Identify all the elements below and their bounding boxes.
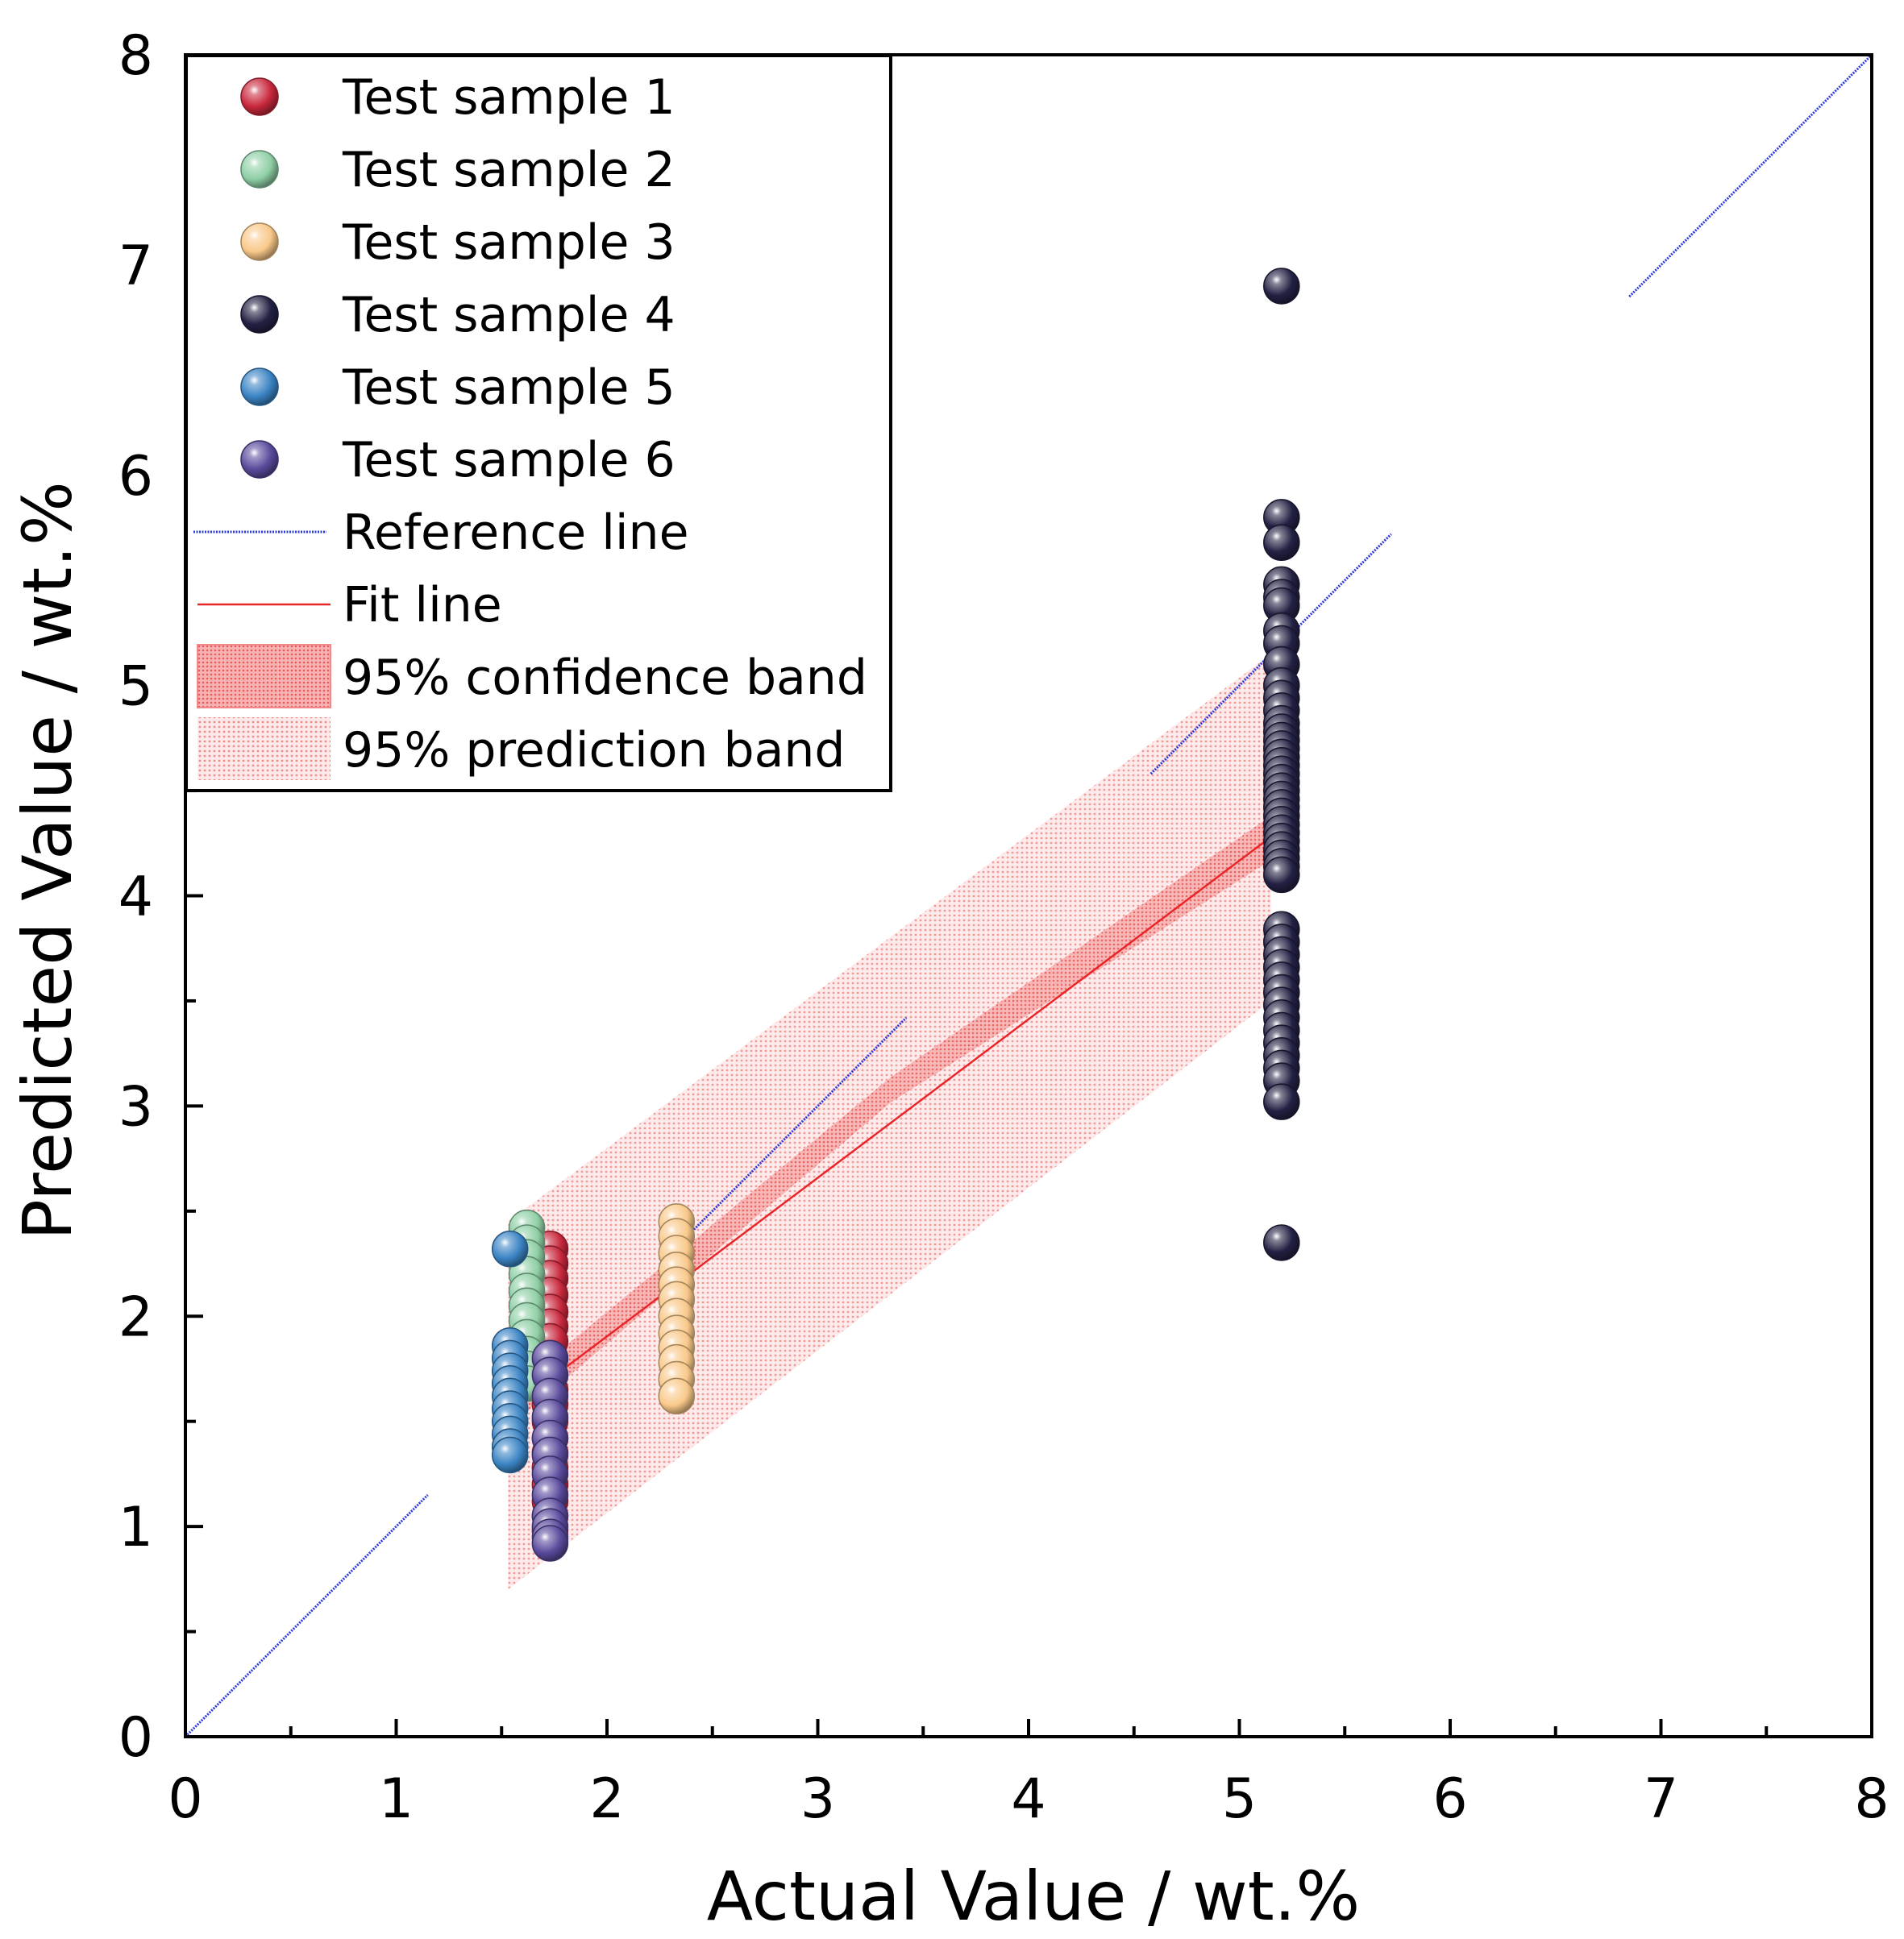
x-tick-label: 2	[589, 1767, 624, 1831]
legend-marker-prediction-band	[197, 717, 330, 780]
data-point	[1263, 1224, 1300, 1261]
data-point	[491, 1436, 529, 1474]
y-tick-label: 6	[118, 445, 153, 509]
y-tick-label: 3	[118, 1075, 153, 1139]
x-tick-label: 7	[1644, 1767, 1678, 1831]
reference-line-segment	[184, 1493, 429, 1738]
x-tick-label: 4	[1011, 1767, 1046, 1831]
data-point	[1263, 856, 1300, 894]
fit-line-layer	[507, 836, 1272, 1412]
legend-marker-test-sample-1	[240, 77, 279, 116]
data-point	[1263, 268, 1300, 305]
x-tick-label: 0	[168, 1767, 202, 1831]
points-layer	[491, 268, 1300, 1562]
legend-label-confidence-band: 95% confidence band	[343, 650, 867, 706]
series-test-sample-6	[531, 1339, 569, 1562]
legend: Test sample 1 Test sample 2 Test sample 3 T…	[185, 54, 892, 792]
legend-marker-confidence-band	[197, 644, 331, 708]
legend-marker-test-sample-4	[240, 295, 279, 334]
x-tick-label: 1	[379, 1767, 414, 1831]
data-point	[491, 1231, 529, 1268]
fit-line	[507, 836, 1272, 1412]
legend-label-reference-line: Reference line	[343, 504, 689, 561]
reference-line-segment	[665, 1016, 908, 1259]
x-tick-label: 5	[1222, 1767, 1257, 1831]
data-point	[1263, 1083, 1300, 1120]
y-tick-label: 5	[118, 655, 153, 719]
x-tick-label: 6	[1432, 1767, 1467, 1831]
legend-label-test-sample-2: Test sample 2	[342, 142, 676, 198]
data-point	[531, 1525, 569, 1562]
confidence-band	[508, 816, 1271, 1428]
legend-label-prediction-band: 95% prediction band	[343, 722, 846, 779]
series-test-sample-3	[658, 1203, 696, 1415]
series-test-sample-4	[1263, 268, 1300, 1261]
y-tick-label: 7	[118, 235, 153, 298]
legend-label-test-sample-5: Test sample 5	[342, 359, 676, 416]
y-tick-label: 8	[118, 24, 153, 88]
y-tick-label: 0	[118, 1706, 153, 1770]
legend-label-test-sample-4: Test sample 4	[342, 287, 676, 343]
y-tick-label: 2	[118, 1285, 153, 1349]
legend-label-fit-line: Fit line	[343, 577, 502, 633]
legend-label-test-sample-3: Test sample 3	[342, 214, 676, 271]
bands-layer	[508, 654, 1271, 1590]
legend-marker-test-sample-3	[240, 222, 279, 261]
y-tick-label: 1	[118, 1496, 153, 1559]
axes-layer: 0 1 2 3 4 5 6 7 8 0 1 2 3 4 5 6 7 8	[118, 24, 1889, 1831]
prediction-band	[508, 654, 1271, 1590]
data-point	[1263, 524, 1300, 561]
x-axis-title: Actual Value / wt.%	[707, 1857, 1360, 1936]
y-tick-label: 4	[118, 866, 153, 929]
data-point	[658, 1377, 696, 1415]
x-tick-label: 3	[800, 1767, 835, 1831]
legend-marker-test-sample-6	[240, 440, 279, 479]
x-tick-label: 8	[1854, 1767, 1889, 1831]
legend-label-test-sample-6: Test sample 6	[342, 432, 676, 488]
reference-line-segment	[1628, 53, 1873, 298]
y-axis-title: Predicted Value / wt.%	[8, 481, 87, 1240]
legend-marker-test-sample-5	[240, 367, 279, 406]
series-test-sample-5	[491, 1231, 529, 1474]
legend-marker-test-sample-2	[240, 150, 279, 189]
legend-label-test-sample-1: Test sample 1	[342, 69, 676, 126]
